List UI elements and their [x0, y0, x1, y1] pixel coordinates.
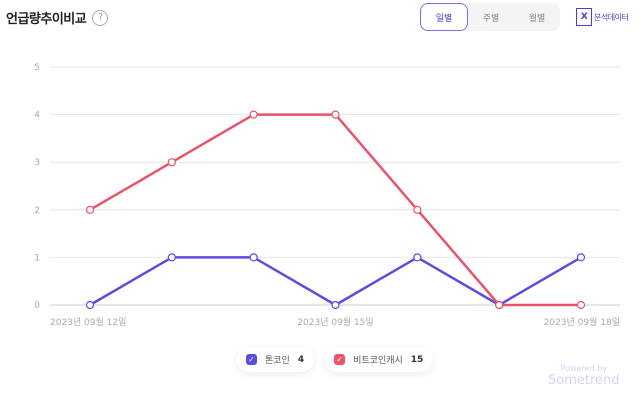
data-point	[85, 300, 95, 310]
y-tick-label: 2	[34, 206, 40, 216]
tab-monthly[interactable]: 월별	[528, 13, 546, 24]
legend-total: 15	[410, 354, 424, 365]
chart-title: 언급량추이비교?	[6, 8, 109, 27]
y-tick-label: 1	[34, 253, 40, 263]
x-tick-label: 2023년 09월 18일	[544, 316, 620, 328]
checkbox-icon[interactable]: ✓	[246, 354, 257, 365]
legend-item-bch[interactable]: ✓ 비트코인캐시 15	[324, 347, 434, 372]
legend-total: 4	[297, 354, 305, 365]
data-point	[495, 300, 504, 310]
x-tick-label: 2023년 09월 12일	[50, 316, 126, 328]
tab-weekly[interactable]: 주별	[482, 13, 500, 24]
data-point	[576, 253, 586, 262]
checkbox-icon[interactable]: ✓	[334, 354, 346, 365]
data-point	[413, 205, 422, 214]
y-tick-label: 3	[34, 158, 40, 168]
powered-by: Powered by Sometrend	[548, 364, 620, 388]
data-point	[249, 110, 258, 119]
legend-item-ton[interactable]: ✓ 톤코인 4	[236, 347, 315, 372]
tab-daily[interactable]: 일별	[420, 3, 468, 31]
legend-label: 비트코인캐시	[353, 356, 403, 366]
data-point	[85, 205, 95, 214]
line-chart: 0 1 2 3 4 5 2023년 09월 12일 2023년 09월 15일 2023년 09…	[34, 63, 620, 328]
data-point	[331, 110, 340, 119]
data-point	[167, 253, 176, 262]
data-point	[576, 300, 586, 310]
powered-text: Powered by	[560, 364, 607, 373]
legend-label: 톤코인	[265, 356, 290, 366]
data-point	[167, 158, 176, 167]
y-tick-label: 0	[34, 301, 40, 311]
excel-icon: X	[576, 8, 592, 26]
data-point	[413, 253, 422, 262]
period-tabs: 일별 주별 월별	[420, 3, 560, 31]
title-text: 언급량추이비교	[6, 12, 87, 27]
y-tick-label: 5	[34, 63, 40, 73]
series-line	[89, 256, 582, 307]
y-tick-label: 4	[34, 111, 40, 121]
brand-logo: Sometrend	[548, 373, 620, 388]
data-point	[331, 300, 340, 310]
export-data-button[interactable]: X 분석데이터	[576, 8, 629, 26]
legend: ✓ 톤코인 4 ✓ 비트코인캐시 15	[236, 347, 434, 372]
export-label: 분석데이터	[594, 12, 629, 22]
x-tick-label: 2023년 09월 15일	[297, 316, 373, 328]
data-point	[249, 253, 258, 262]
question-circle-icon[interactable]: ?	[92, 9, 109, 26]
